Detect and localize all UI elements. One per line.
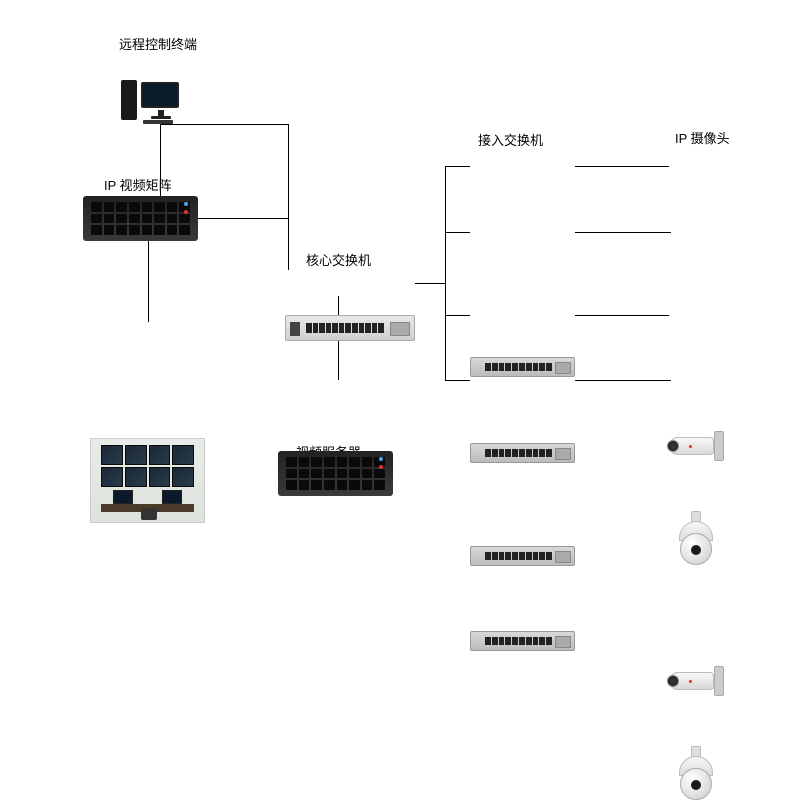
edge-as4-cam (575, 380, 671, 381)
core-switch-icon (285, 315, 415, 341)
dome-camera-1-icon (673, 511, 718, 566)
ip-matrix-icon (83, 196, 198, 241)
bullet-camera-1-icon (669, 431, 724, 461)
edge-as3-cam (575, 315, 669, 316)
label-remote-terminal: 远程控制终端 (119, 34, 197, 53)
edge-bus-v (445, 166, 446, 380)
label-core-switch: 核心交换机 (306, 250, 371, 269)
edge-core-bus (415, 283, 445, 284)
edge-as1-cam (575, 166, 669, 167)
edge-pc-core-h1 (160, 124, 288, 125)
edge-matrix-core-v (288, 218, 289, 270)
dome-camera-2-icon (673, 746, 718, 801)
label-ip-camera: IP 摄像头 (675, 128, 730, 147)
label-access-switch: 接入交换机 (478, 130, 543, 149)
access-switch-3-icon (470, 546, 575, 566)
edge-bus-as3 (445, 315, 470, 316)
access-switch-4-icon (470, 631, 575, 651)
edge-bus-as4 (445, 380, 470, 381)
pc-terminal-icon (121, 78, 181, 123)
label-ip-matrix: IP 视频矩阵 (104, 175, 172, 194)
edge-matrix-wall (148, 241, 149, 322)
edge-as2-cam (575, 232, 671, 233)
video-server-icon (278, 451, 393, 496)
edge-bus-as2 (445, 232, 470, 233)
access-switch-2-icon (470, 443, 575, 463)
access-switch-1-icon (470, 357, 575, 377)
bullet-camera-2-icon (669, 666, 724, 696)
edge-matrix-core (198, 218, 288, 219)
video-wall-icon (90, 438, 205, 523)
edge-bus-as1 (445, 166, 470, 167)
